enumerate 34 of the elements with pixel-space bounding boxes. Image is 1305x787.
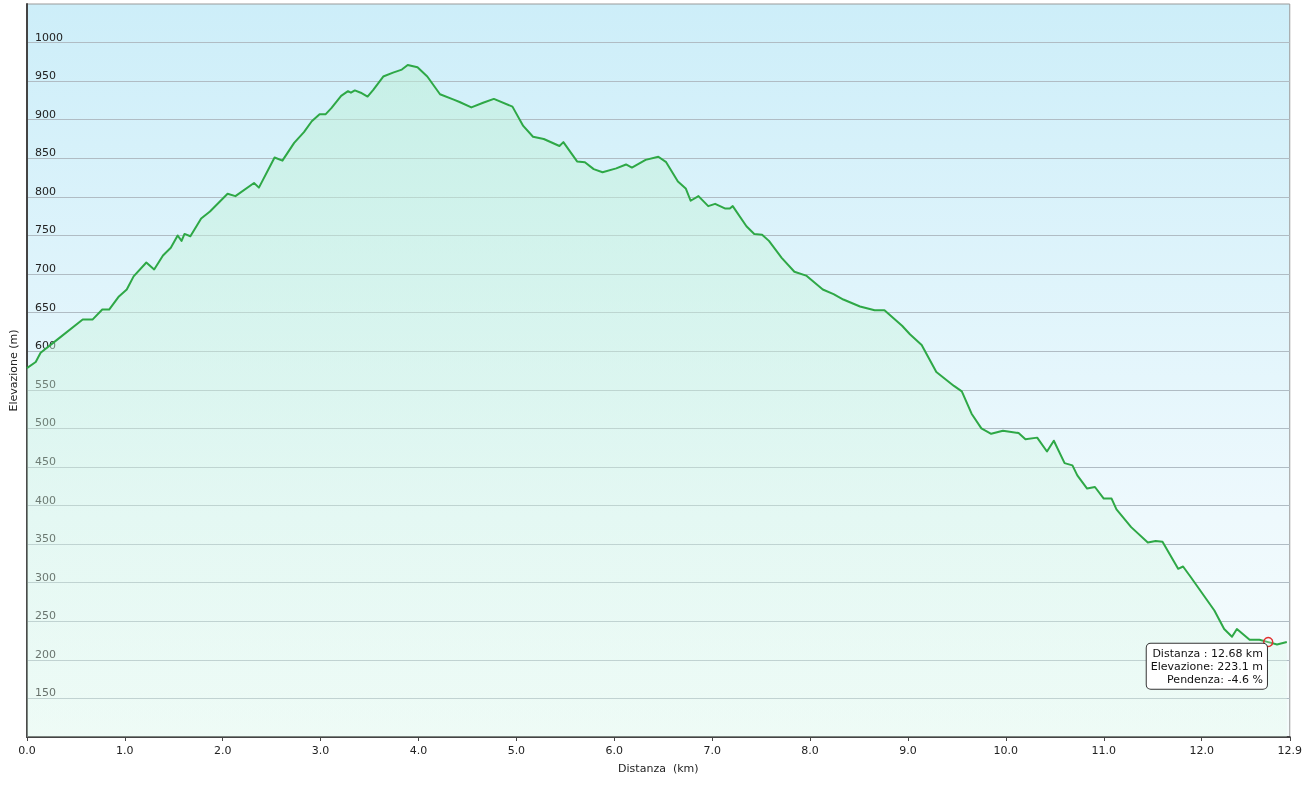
x-tick-label: 1.0 xyxy=(116,744,134,757)
x-tick-label: 10.0 xyxy=(993,744,1019,757)
annotation: Distanza : 12.68 km Elevazione: 223.1 m Pendenza: -4.6 % xyxy=(1150,646,1263,686)
y-tick-label: 900 xyxy=(34,107,56,121)
y-tick-label: 850 xyxy=(34,146,56,160)
y-tick-label: 250 xyxy=(34,609,56,623)
y-tick-label: 450 xyxy=(34,454,56,468)
x-tick-label: 5.0 xyxy=(507,744,526,757)
y-tick-label: 750 xyxy=(34,223,56,237)
x-tick-label: 12.0 xyxy=(1189,744,1214,757)
y-tick-label: 550 xyxy=(34,377,56,391)
y-tick-label: 500 xyxy=(34,416,56,430)
x-tick-label: 12.9 xyxy=(1277,744,1302,757)
y-tick-label: 800 xyxy=(34,184,56,198)
x-axis-title: Distanza (km) xyxy=(618,762,699,775)
y-tick-label: 350 xyxy=(34,532,56,546)
x-tick-label: 9.0 xyxy=(899,744,917,757)
x-tick-label: 8.0 xyxy=(801,744,819,757)
y-tick-label: 950 xyxy=(34,69,56,83)
y-tick-label: 300 xyxy=(34,570,56,584)
x-tick-label: 4.0 xyxy=(409,744,428,757)
y-tick-label: 700 xyxy=(34,262,56,276)
x-tick-label: 0.0 xyxy=(18,744,36,757)
y-tick-label: 150 xyxy=(34,686,56,700)
y-tick-label: 1000 xyxy=(34,30,63,44)
x-tick-label: 3.0 xyxy=(311,744,330,757)
y-axis-title: Elevazione (m) xyxy=(7,329,20,412)
x-tick-label: 6.0 xyxy=(605,744,624,757)
x-tick-label: 2.0 xyxy=(213,744,232,757)
y-tick-label: 400 xyxy=(34,493,56,507)
x-tick-label: 7.0 xyxy=(703,744,721,757)
y-tick-label: 200 xyxy=(34,647,56,661)
y-tick-label: 650 xyxy=(34,300,56,314)
x-tick-label: 11.0 xyxy=(1091,744,1116,757)
